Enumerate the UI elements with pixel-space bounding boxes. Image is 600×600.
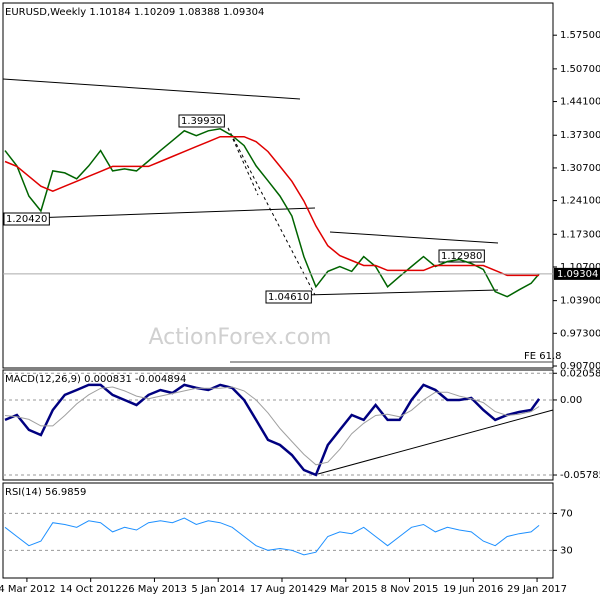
y-tick-label: 1.57500 xyxy=(560,30,600,41)
series-line xyxy=(4,517,540,556)
last-price-box xyxy=(554,267,600,280)
y-tick-label: 0.00 xyxy=(560,395,582,406)
annotation-box xyxy=(438,249,485,263)
y-tick-label: 1.50700 xyxy=(560,64,600,75)
annotation-box xyxy=(265,290,312,304)
trendline xyxy=(329,231,499,244)
annotations: 1.39930 1.04610 1.12980 1.20420 FE 61.8 xyxy=(3,114,562,362)
x-tick-label: 19 Jun 2016 xyxy=(443,584,503,595)
annotation: FE 61.8 xyxy=(524,351,562,362)
fib-line xyxy=(227,127,316,296)
last-price-label: 1.09304 xyxy=(557,269,598,280)
trendline xyxy=(2,207,316,220)
y-tick-label: -0.057859 xyxy=(560,470,600,481)
x-tick-label: 29 Mar 2015 xyxy=(314,584,377,595)
annotation: 1.39930 xyxy=(181,116,222,127)
x-tick-label: 17 Aug 2014 xyxy=(250,584,314,595)
y-tick-label: 1.10700 xyxy=(560,262,600,273)
annotation-box xyxy=(3,212,50,226)
series-line xyxy=(4,386,540,466)
x-tick-label: 8 Nov 2015 xyxy=(381,584,439,595)
x-tick-label: 26 May 2013 xyxy=(122,584,187,595)
panel-title: RSI(14) 56.9859 xyxy=(5,487,86,498)
y-tick-label: 1.37300 xyxy=(560,130,600,141)
trendline xyxy=(317,409,554,475)
rsi-panel xyxy=(2,482,554,579)
trendlines xyxy=(2,78,554,475)
trendline xyxy=(2,78,301,100)
y-tick-label: 0.90700 xyxy=(560,361,600,372)
annotation-box xyxy=(178,114,225,128)
series-line xyxy=(4,383,541,477)
y-tick-label: 0.020585 xyxy=(560,368,600,379)
y-tick-label: 1.17300 xyxy=(560,229,600,240)
trendline xyxy=(304,289,499,296)
annotation: 1.20420 xyxy=(6,214,47,225)
y-tick-label: 1.24100 xyxy=(560,196,600,207)
macd-panel xyxy=(2,369,554,481)
y-tick-label: 70 xyxy=(560,508,573,519)
watermark: ActionForex.com xyxy=(149,325,332,350)
y-tick-label: 30 xyxy=(560,545,573,556)
y-tick-label: 0.97300 xyxy=(560,328,600,339)
x-tick-label: 14 Oct 2012 xyxy=(60,584,122,595)
price-panel xyxy=(2,2,554,369)
y-tick-label: 1.03900 xyxy=(560,296,600,307)
x-tick-label: 29 Jan 2017 xyxy=(507,584,567,595)
y-tick-label: 1.44100 xyxy=(560,97,600,108)
panel-title: EURUSD,Weekly 1.10184 1.10209 1.08388 1.… xyxy=(5,7,264,18)
y-tick-label: 1.30700 xyxy=(560,163,600,174)
x-tick-label: 5 Jan 2014 xyxy=(191,584,245,595)
x-tick-label: 4 Mar 2012 xyxy=(0,584,55,595)
annotation: 1.12980 xyxy=(441,251,482,262)
panel-title: MACD(12,26,9) 0.000831 -0.004894 xyxy=(5,374,186,385)
series-line xyxy=(4,135,540,277)
annotation: 1.04610 xyxy=(268,292,309,303)
series-line xyxy=(4,128,540,298)
